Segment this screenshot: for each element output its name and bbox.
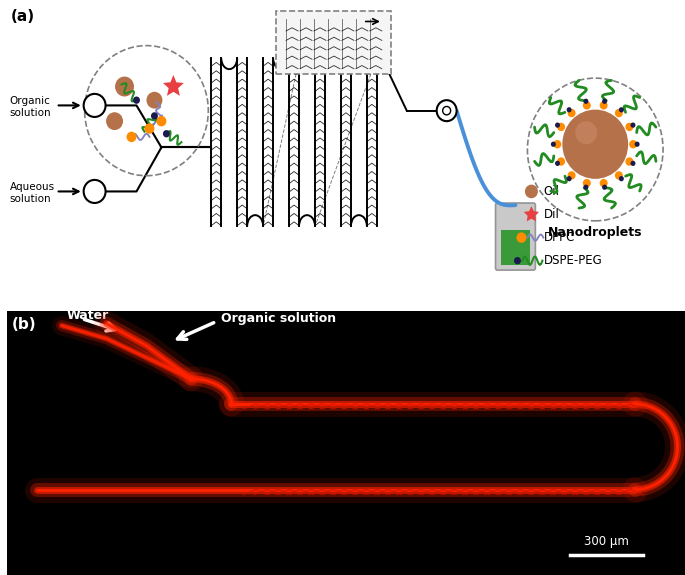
Circle shape	[619, 107, 624, 112]
Text: DPPC: DPPC	[543, 231, 575, 244]
Text: Dil: Dil	[543, 208, 559, 221]
Circle shape	[557, 158, 565, 166]
Circle shape	[163, 130, 170, 137]
Circle shape	[575, 121, 597, 144]
Text: Organic solution: Organic solution	[221, 312, 336, 325]
Circle shape	[106, 112, 123, 130]
Text: 300 μm: 300 μm	[584, 535, 629, 548]
Circle shape	[115, 76, 134, 97]
Circle shape	[630, 161, 636, 166]
Circle shape	[599, 101, 608, 110]
Text: (b): (b)	[12, 316, 36, 332]
Circle shape	[584, 185, 588, 190]
Text: DSPE-PEG: DSPE-PEG	[543, 254, 602, 267]
Circle shape	[566, 176, 571, 181]
Polygon shape	[163, 75, 184, 96]
Circle shape	[615, 171, 623, 179]
Circle shape	[133, 97, 140, 104]
Circle shape	[583, 101, 590, 110]
Circle shape	[553, 140, 561, 148]
Circle shape	[84, 94, 105, 117]
Circle shape	[514, 257, 521, 264]
Circle shape	[147, 92, 162, 109]
Circle shape	[156, 116, 166, 126]
Circle shape	[629, 140, 637, 148]
Circle shape	[619, 176, 624, 181]
Circle shape	[566, 107, 571, 112]
Circle shape	[630, 122, 636, 128]
Circle shape	[443, 106, 451, 115]
Circle shape	[599, 179, 608, 187]
Circle shape	[516, 232, 527, 243]
FancyBboxPatch shape	[495, 203, 536, 270]
Bar	[501, 230, 530, 265]
Circle shape	[602, 185, 607, 190]
Circle shape	[551, 141, 556, 147]
Circle shape	[84, 180, 105, 203]
Circle shape	[555, 161, 560, 166]
Polygon shape	[524, 206, 539, 221]
Circle shape	[568, 109, 575, 117]
Circle shape	[602, 99, 607, 104]
Circle shape	[562, 110, 628, 179]
Text: Aqueous
solution: Aqueous solution	[10, 182, 55, 204]
Circle shape	[525, 185, 538, 198]
Circle shape	[615, 109, 623, 117]
Circle shape	[151, 112, 158, 120]
Circle shape	[634, 141, 640, 147]
Text: Oil: Oil	[543, 185, 560, 198]
Circle shape	[583, 179, 590, 187]
Text: Organic
solution: Organic solution	[10, 96, 51, 118]
Circle shape	[625, 158, 634, 166]
Circle shape	[145, 123, 154, 134]
Circle shape	[127, 132, 136, 142]
Circle shape	[568, 171, 575, 179]
Circle shape	[625, 122, 634, 131]
Bar	[276, 11, 391, 74]
Circle shape	[436, 100, 457, 121]
Circle shape	[555, 122, 560, 128]
Circle shape	[584, 99, 588, 104]
Text: Nanodroplets: Nanodroplets	[548, 226, 643, 239]
Text: Water: Water	[66, 309, 109, 322]
Text: (a): (a)	[11, 9, 35, 24]
Circle shape	[557, 122, 565, 131]
